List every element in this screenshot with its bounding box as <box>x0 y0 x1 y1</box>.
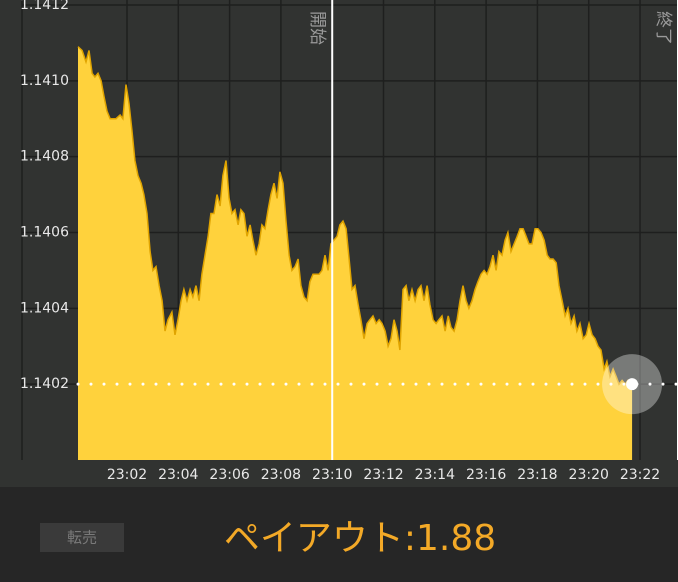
current-point <box>626 378 639 391</box>
labels: 1.1402 1.1404 1.1406 1.1408 1.1410 1.1412 23:0… <box>20 0 673 483</box>
x-tick-label: 23:02 <box>107 467 147 483</box>
x-tick-label: 23:16 <box>466 467 506 483</box>
x-tick-label: 23:20 <box>569 467 609 483</box>
plot <box>76 0 678 460</box>
line <box>77 46 633 386</box>
y-tick-label: 1.1408 <box>20 149 69 165</box>
y-tick-label: 1.1412 <box>20 0 69 13</box>
resell-button[interactable] <box>40 523 124 552</box>
annotation-label: 開始 <box>307 11 327 45</box>
y-tick-label: 1.1402 <box>20 376 69 392</box>
x-tick-label: 23:08 <box>261 467 301 483</box>
x-tick-label: 23:10 <box>312 467 352 483</box>
area <box>78 46 633 460</box>
x-tick-label: 23:14 <box>415 467 455 483</box>
payout: ペイアウト:1.88 <box>224 518 496 559</box>
y-tick-label: 1.1410 <box>20 73 69 89</box>
x-tick-label: 23:18 <box>517 467 557 483</box>
resell-button-label[interactable]: 転売 <box>67 529 97 547</box>
x-tick-label: 23:12 <box>363 467 403 483</box>
x-tick-label: 23:22 <box>620 467 660 483</box>
x-tick-label: 23:04 <box>158 467 198 483</box>
y-tick-label: 1.1406 <box>20 225 69 241</box>
y-tick-label: 1.1404 <box>20 300 69 316</box>
annotation-label: 終了 <box>653 11 673 45</box>
x-tick-label: 23:06 <box>209 467 249 483</box>
